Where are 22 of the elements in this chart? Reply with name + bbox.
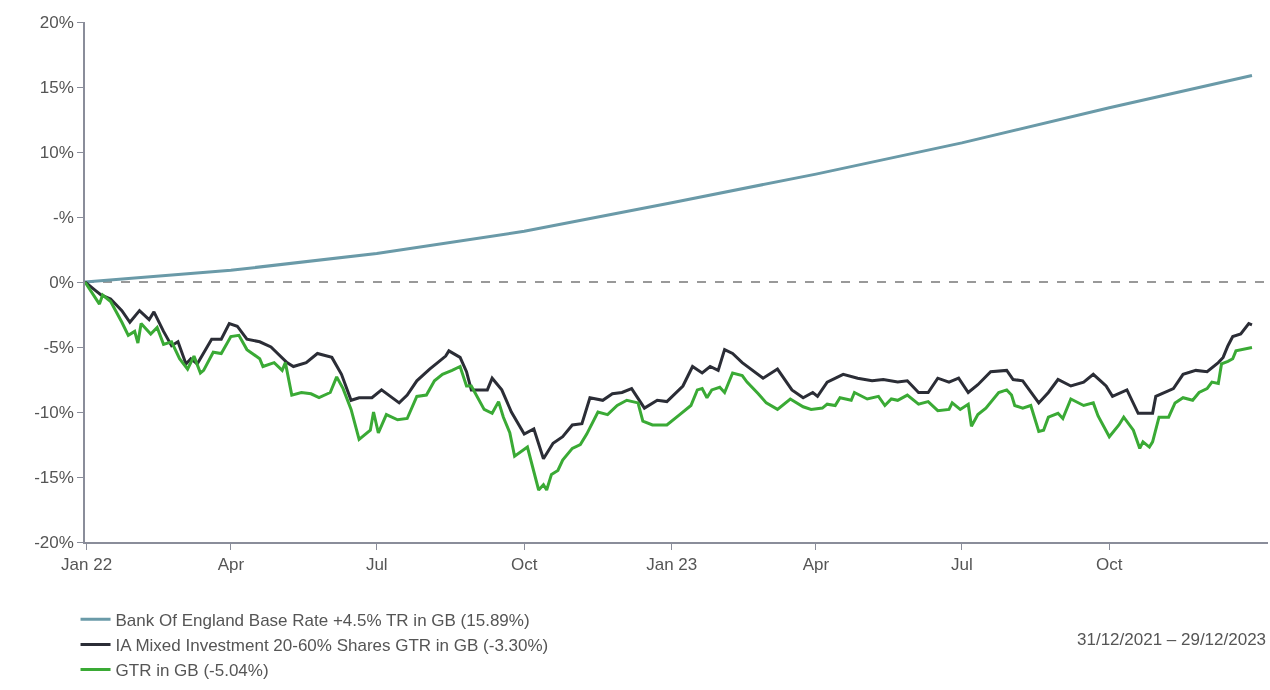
x-tick-label: Oct [1096, 555, 1123, 575]
x-tick-label: Apr [802, 555, 830, 575]
x-tick-label: Jan 22 [61, 555, 113, 575]
legend-label: Bank Of England Base Rate +4.5% TR in GB (15.89%) [115, 610, 530, 630]
y-tick-label: -20% [34, 532, 74, 552]
x-tick-label: Jul [365, 555, 388, 575]
y-tick-label: -% [53, 207, 74, 227]
y-tick-label: 20% [39, 12, 74, 32]
x-tick-label: Apr [217, 555, 245, 575]
legend-label: GTR in GB (-5.04%) [115, 661, 269, 681]
y-tick-label: 10% [39, 142, 74, 162]
line-series [85, 73, 1254, 284]
x-tick-label: Oct [510, 555, 538, 575]
y-tick-label: -10% [34, 402, 74, 422]
text: 31/12/2021 – 29/12/2023 [1077, 630, 1267, 649]
y-tick-label: -15% [34, 467, 74, 487]
x-tick-label: Jul [950, 555, 973, 575]
x-tick-label: Jan 23 [646, 555, 698, 575]
legend-label: IA Mixed Investment 20-60% Shares GTR in GB (-3.30%) [115, 636, 549, 656]
y-tick-label: 0% [49, 272, 74, 292]
y-tick-label: 15% [39, 77, 74, 97]
y-tick-label: -5% [43, 337, 74, 357]
